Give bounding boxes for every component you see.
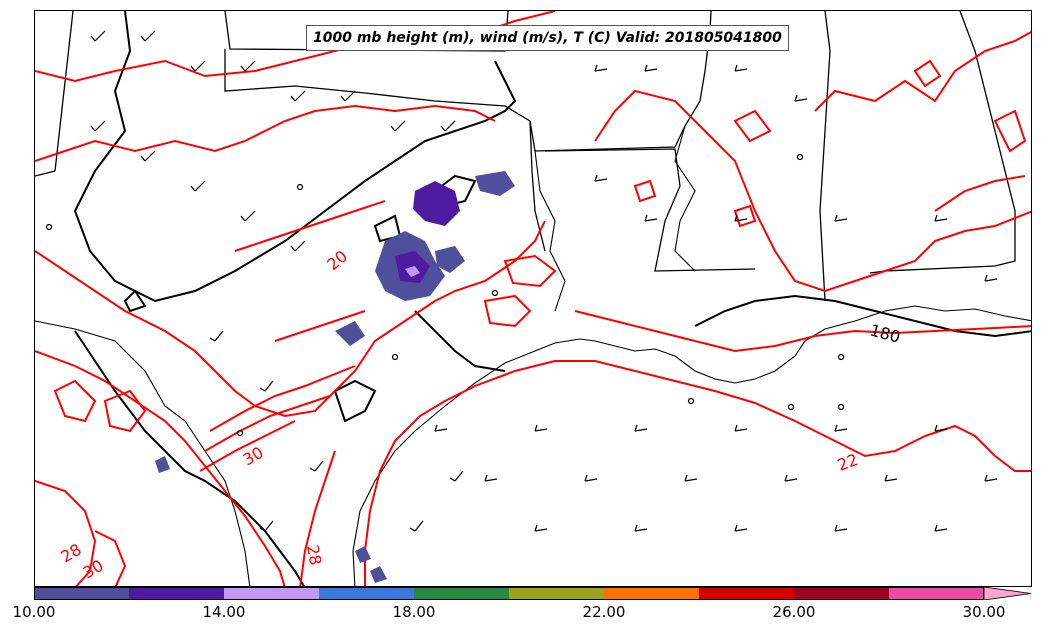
colorbar — [34, 587, 1032, 600]
colorbar-tick-4: 26.00 — [772, 603, 816, 621]
map-panel: 20 24 30 28 22 28 30 180 1000 mb height … — [34, 10, 1032, 587]
colorbar-tick-2: 18.00 — [392, 603, 436, 621]
colorbar-border — [34, 587, 984, 600]
colorbar-bin-2 — [224, 587, 319, 600]
colorbar-bin-4 — [414, 587, 509, 600]
colorbar-tick-5: 30.00 — [962, 603, 1006, 621]
colorbar-bin-8 — [794, 587, 889, 600]
colorbar-bin-7 — [699, 587, 794, 600]
colorbar-extend-arrow — [983, 587, 1032, 600]
gulf-of-mexico — [355, 321, 1031, 586]
colorbar-tick-0: 10.00 — [12, 603, 56, 621]
colorbar-bin-6 — [604, 587, 699, 600]
colorbar-tick-1: 14.00 — [202, 603, 246, 621]
temp-label-28b: 28 — [58, 540, 85, 567]
colorbar-bin-9 — [889, 587, 984, 600]
temp-label-20: 20 — [323, 246, 351, 274]
colorbar-bin-0 — [34, 587, 129, 600]
shaded-field — [155, 171, 515, 583]
map-canvas: 20 24 30 28 22 28 30 180 — [35, 11, 1031, 586]
temp-label-28: 28 — [303, 543, 325, 566]
wind-barbs — [90, 30, 998, 532]
colorbar-bin-5 — [509, 587, 604, 600]
height-contours — [73, 11, 1031, 586]
colorbar-bin-1 — [129, 587, 224, 600]
calm-wind-markers — [45, 153, 845, 437]
map-title: 1000 mb height (m), wind (m/s), T (C) Va… — [306, 25, 789, 51]
colorbar-bin-3 — [319, 587, 414, 600]
colorbar-tick-3: 22.00 — [582, 603, 626, 621]
